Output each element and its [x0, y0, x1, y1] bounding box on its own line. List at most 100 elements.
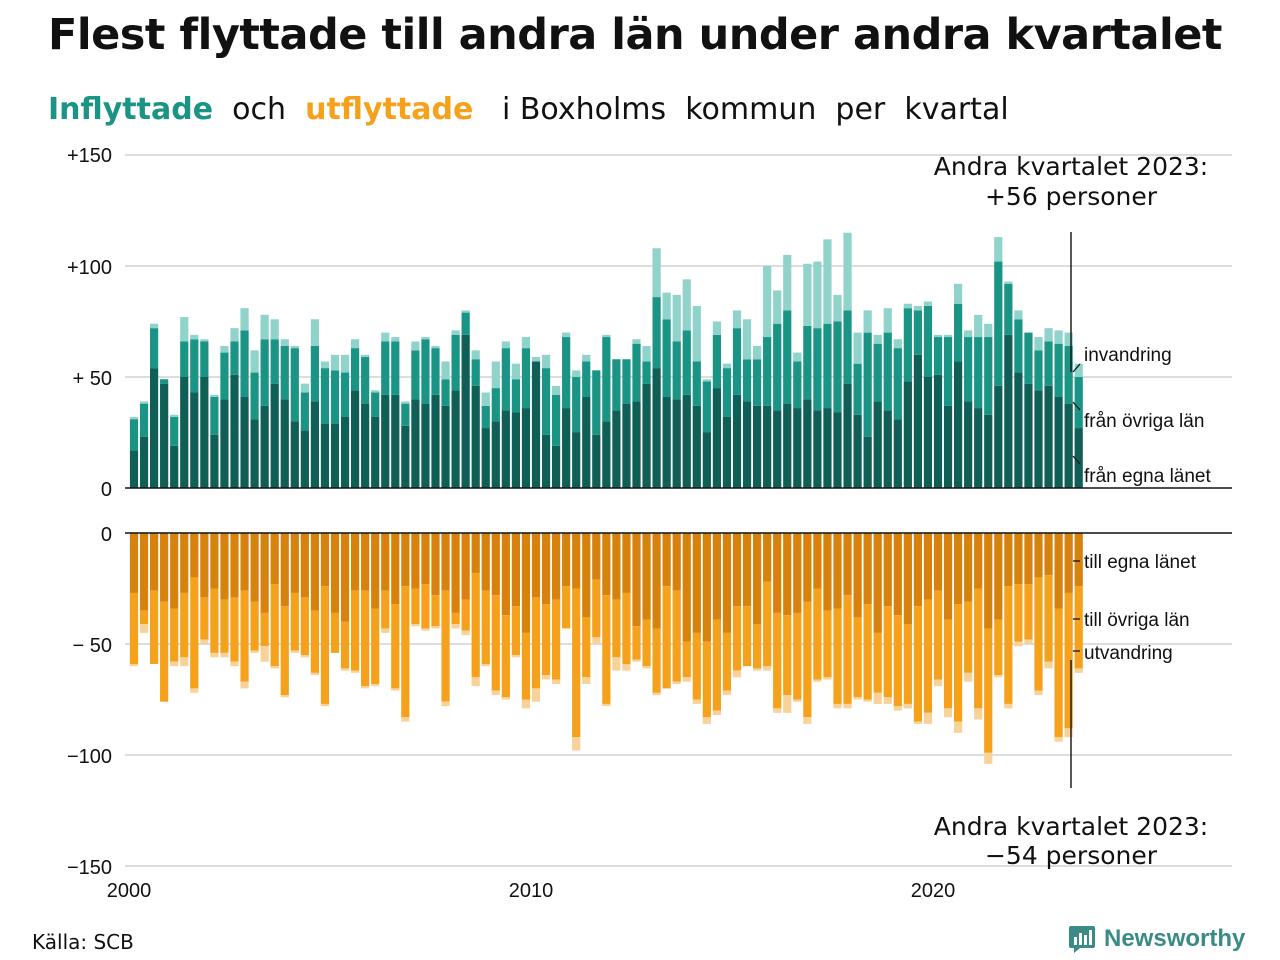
bar-in-own	[1034, 390, 1043, 488]
bar-out-other	[612, 599, 621, 658]
bar-in-immig	[381, 332, 390, 342]
bar-out-own	[803, 533, 812, 602]
chart-subtitle: Inflyttade och utflyttade i Boxholms kom…	[48, 92, 1009, 127]
bar-out-emig	[622, 663, 631, 671]
bar-in-other	[471, 359, 480, 386]
bar-out-other	[250, 601, 259, 651]
bar-in-immig	[913, 305, 922, 311]
bar-out-own	[139, 533, 149, 611]
bar-out-emig	[964, 672, 973, 682]
bar-out-own	[903, 533, 912, 625]
annotation-top-line1: Andra kvartalet 2023:	[934, 152, 1208, 181]
bar-out-own	[732, 533, 742, 607]
bar-out-own	[562, 533, 571, 587]
bar-out-own	[763, 533, 772, 582]
bar-in-immig	[813, 261, 822, 329]
bar-out-own	[431, 533, 440, 596]
bar-out-other	[511, 606, 520, 656]
bar-in-other	[742, 359, 752, 402]
bar-out-emig	[642, 666, 651, 669]
bar-in-immig	[1034, 337, 1043, 351]
bar-in-other	[923, 305, 933, 377]
bar-out-other	[833, 608, 842, 704]
bar-out-own	[129, 533, 139, 593]
subtitle-rest: i Boxholms kommun per kvartal	[501, 92, 1009, 127]
bar-in-other	[190, 339, 199, 393]
bar-in-immig	[481, 392, 490, 406]
bar-out-own	[612, 533, 621, 600]
bar-in-own	[391, 394, 400, 488]
bar-in-own	[270, 383, 279, 488]
bar-in-immig	[863, 310, 872, 333]
bar-in-own	[1014, 372, 1023, 488]
y-axis-top: +150 +100 + 50 0	[67, 145, 112, 501]
bar-out-other	[974, 588, 983, 709]
bar-out-other	[954, 604, 963, 722]
bar-out-emig	[582, 677, 591, 684]
bar-in-other	[421, 339, 430, 404]
bar-in-other	[873, 343, 882, 402]
bar-out-other	[753, 624, 762, 669]
bar-in-other	[300, 392, 309, 431]
bar-in-own	[280, 399, 289, 488]
bar-out-own	[461, 533, 470, 600]
bar-out-emig	[180, 657, 189, 667]
bar-out-own	[240, 533, 249, 591]
bar-out-emig	[491, 690, 500, 696]
bar-out-emig	[441, 701, 450, 707]
bar-out-own	[330, 533, 340, 613]
bar-in-immig	[552, 385, 561, 395]
bar-out-own	[552, 533, 561, 600]
bar-out-other	[129, 592, 139, 664]
bar-out-emig	[552, 679, 561, 684]
bar-out-own	[310, 533, 319, 611]
bar-in-own	[290, 421, 299, 488]
bar-in-own	[943, 405, 953, 488]
bar-out-other	[1064, 592, 1073, 729]
bar-out-emig	[361, 686, 370, 689]
bar-in-own	[964, 401, 973, 488]
bar-in-other	[330, 370, 340, 424]
bar-out-other	[270, 584, 279, 667]
bar-out-other	[421, 584, 430, 629]
bar-in-immig	[320, 361, 330, 369]
bar-out-emig	[1034, 690, 1043, 696]
bar-in-immig	[742, 319, 752, 360]
bar-out-other	[481, 590, 490, 664]
bar-out-emig	[280, 695, 289, 698]
bar-in-other	[692, 361, 701, 406]
outflow-bars	[129, 533, 1083, 764]
bar-in-own	[843, 383, 852, 488]
bar-in-other	[411, 350, 420, 400]
bar-in-own	[984, 414, 993, 488]
axes	[125, 232, 1232, 788]
bar-out-other	[361, 590, 370, 687]
bar-in-immig	[280, 339, 289, 346]
bar-out-own	[361, 533, 370, 591]
bar-out-own	[622, 533, 631, 593]
bar-out-own	[371, 533, 380, 609]
bar-out-other	[893, 615, 902, 707]
bar-out-emig	[129, 663, 139, 667]
bar-in-other	[1054, 343, 1063, 397]
x-tick-2000: 2000	[107, 880, 152, 902]
newsworthy-chart-icon	[1069, 926, 1095, 953]
bar-out-other	[451, 612, 460, 625]
leader-fran-ovriga-lan	[1072, 401, 1081, 411]
bar-out-other	[632, 626, 641, 660]
bar-out-other	[210, 588, 219, 653]
bar-in-immig	[662, 292, 671, 320]
bar-in-other	[310, 345, 319, 402]
bar-in-own	[823, 408, 832, 488]
bar-out-other	[773, 612, 782, 709]
bar-in-immig	[722, 363, 732, 369]
bar-in-own	[351, 390, 360, 488]
bar-out-other	[793, 612, 802, 700]
y-axis-bottom: 0 − 50 −100 −150	[67, 524, 112, 879]
bar-out-own	[843, 533, 852, 596]
bar-in-own	[1074, 428, 1083, 488]
bar-out-emig	[1044, 661, 1053, 669]
bar-in-immig	[210, 394, 219, 397]
bar-out-emig	[290, 650, 299, 653]
bar-out-own	[521, 533, 531, 633]
